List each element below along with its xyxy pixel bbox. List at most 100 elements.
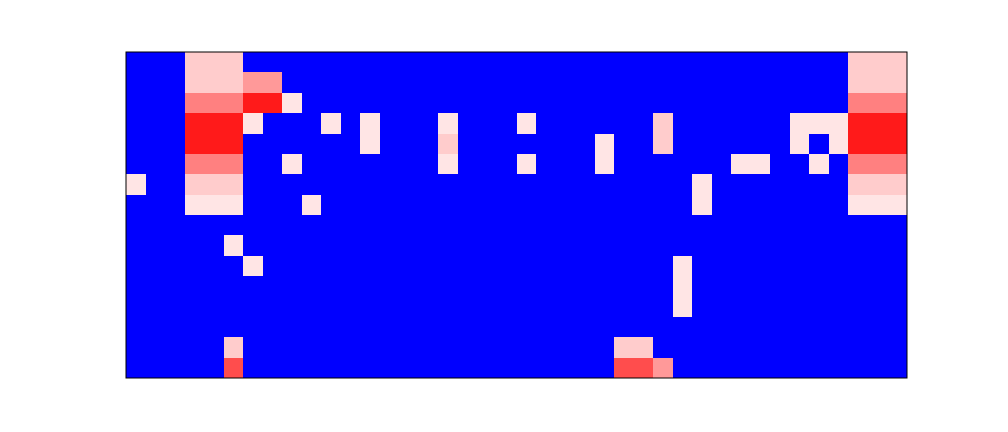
heatmap-cell	[360, 174, 380, 195]
heatmap-cell	[243, 174, 263, 195]
heatmap-cell	[380, 174, 400, 195]
heatmap-cell	[458, 154, 478, 175]
heatmap-cell	[887, 195, 907, 216]
heatmap-cell	[126, 358, 146, 378]
heatmap-cell	[497, 337, 517, 358]
heatmap-cell	[497, 235, 517, 256]
heatmap-cell	[263, 276, 283, 297]
heatmap-cell	[653, 174, 673, 195]
heatmap-cell	[692, 52, 712, 73]
heatmap-cell	[614, 317, 634, 338]
heatmap-cell	[556, 317, 576, 338]
heatmap-cell	[517, 174, 537, 195]
heatmap-cell	[673, 72, 693, 93]
heatmap-cell	[497, 72, 517, 93]
heatmap-cell	[868, 317, 888, 338]
heatmap-cell	[243, 235, 263, 256]
heatmap-cell	[595, 154, 615, 175]
heatmap-cell	[263, 113, 283, 134]
heatmap-cell	[712, 195, 732, 216]
heatmap-cell	[438, 235, 458, 256]
heatmap-cell	[653, 134, 673, 155]
heatmap-cell	[243, 134, 263, 155]
heatmap-cell	[634, 317, 654, 338]
heatmap-cell	[224, 215, 244, 236]
heatmap-cell	[692, 358, 712, 378]
heatmap-cell	[302, 93, 322, 114]
heatmap-cell	[770, 195, 790, 216]
heatmap-cell	[321, 195, 341, 216]
heatmap-cell	[790, 52, 810, 73]
heatmap-cell	[204, 317, 224, 338]
heatmap-cell	[380, 93, 400, 114]
heatmap-cell	[829, 113, 849, 134]
heatmap-cell	[829, 358, 849, 378]
heatmap-cell	[165, 215, 185, 236]
heatmap-cell	[399, 215, 419, 236]
heatmap-cell	[556, 93, 576, 114]
heatmap-cell	[751, 215, 771, 236]
heatmap-cell	[185, 235, 205, 256]
heatmap-cell	[712, 317, 732, 338]
heatmap-cell	[751, 174, 771, 195]
heatmap-cell	[770, 72, 790, 93]
heatmap-cell	[556, 297, 576, 318]
heatmap-cell	[341, 215, 361, 236]
heatmap-cell	[575, 215, 595, 236]
heatmap-cell	[517, 337, 537, 358]
heatmap-cell	[673, 297, 693, 318]
heatmap-cell	[146, 358, 166, 378]
heatmap-cell	[282, 337, 302, 358]
heatmap-cell	[614, 52, 634, 73]
heatmap-cell	[536, 52, 556, 73]
heatmap-cell	[321, 358, 341, 378]
heatmap-cell	[477, 297, 497, 318]
heatmap-cell	[282, 317, 302, 338]
heatmap-cell	[887, 113, 907, 134]
heatmap-cell	[556, 134, 576, 155]
heatmap-cell	[692, 235, 712, 256]
heatmap-cell	[848, 93, 868, 114]
heatmap-cell	[575, 174, 595, 195]
heatmap-cell	[282, 215, 302, 236]
heatmap-cell	[380, 235, 400, 256]
heatmap-cell	[302, 337, 322, 358]
heatmap-cell	[165, 93, 185, 114]
heatmap-cell	[829, 195, 849, 216]
heatmap-cell	[185, 93, 205, 114]
heatmap-cell	[360, 195, 380, 216]
heatmap-cell	[458, 317, 478, 338]
heatmap-cell	[419, 93, 439, 114]
heatmap-cell	[146, 215, 166, 236]
chart	[0, 0, 1008, 432]
heatmap-cell	[497, 317, 517, 338]
heatmap-cell	[243, 154, 263, 175]
heatmap-cell	[575, 276, 595, 297]
heatmap-cell	[731, 154, 751, 175]
heatmap-cell	[204, 337, 224, 358]
heatmap-cell	[458, 134, 478, 155]
heatmap-cell	[517, 52, 537, 73]
heatmap-cell	[185, 256, 205, 277]
heatmap-cell	[204, 174, 224, 195]
heatmap-cell	[341, 174, 361, 195]
heatmap-cell	[204, 113, 224, 134]
heatmap-cell	[751, 195, 771, 216]
heatmap-cell	[868, 195, 888, 216]
heatmap-cell	[146, 276, 166, 297]
heatmap-cell	[517, 276, 537, 297]
heatmap-cell	[751, 235, 771, 256]
heatmap-cell	[614, 72, 634, 93]
heatmap-cell	[321, 113, 341, 134]
cells	[126, 52, 907, 378]
heatmap-cell	[321, 337, 341, 358]
heatmap-cell	[731, 134, 751, 155]
heatmap-cell	[887, 235, 907, 256]
heatmap-cell	[536, 297, 556, 318]
heatmap-cell	[282, 256, 302, 277]
heatmap-cell	[595, 113, 615, 134]
heatmap-cell	[751, 154, 771, 175]
heatmap-cell	[438, 215, 458, 236]
heatmap-cell	[868, 235, 888, 256]
heatmap-cell	[438, 113, 458, 134]
